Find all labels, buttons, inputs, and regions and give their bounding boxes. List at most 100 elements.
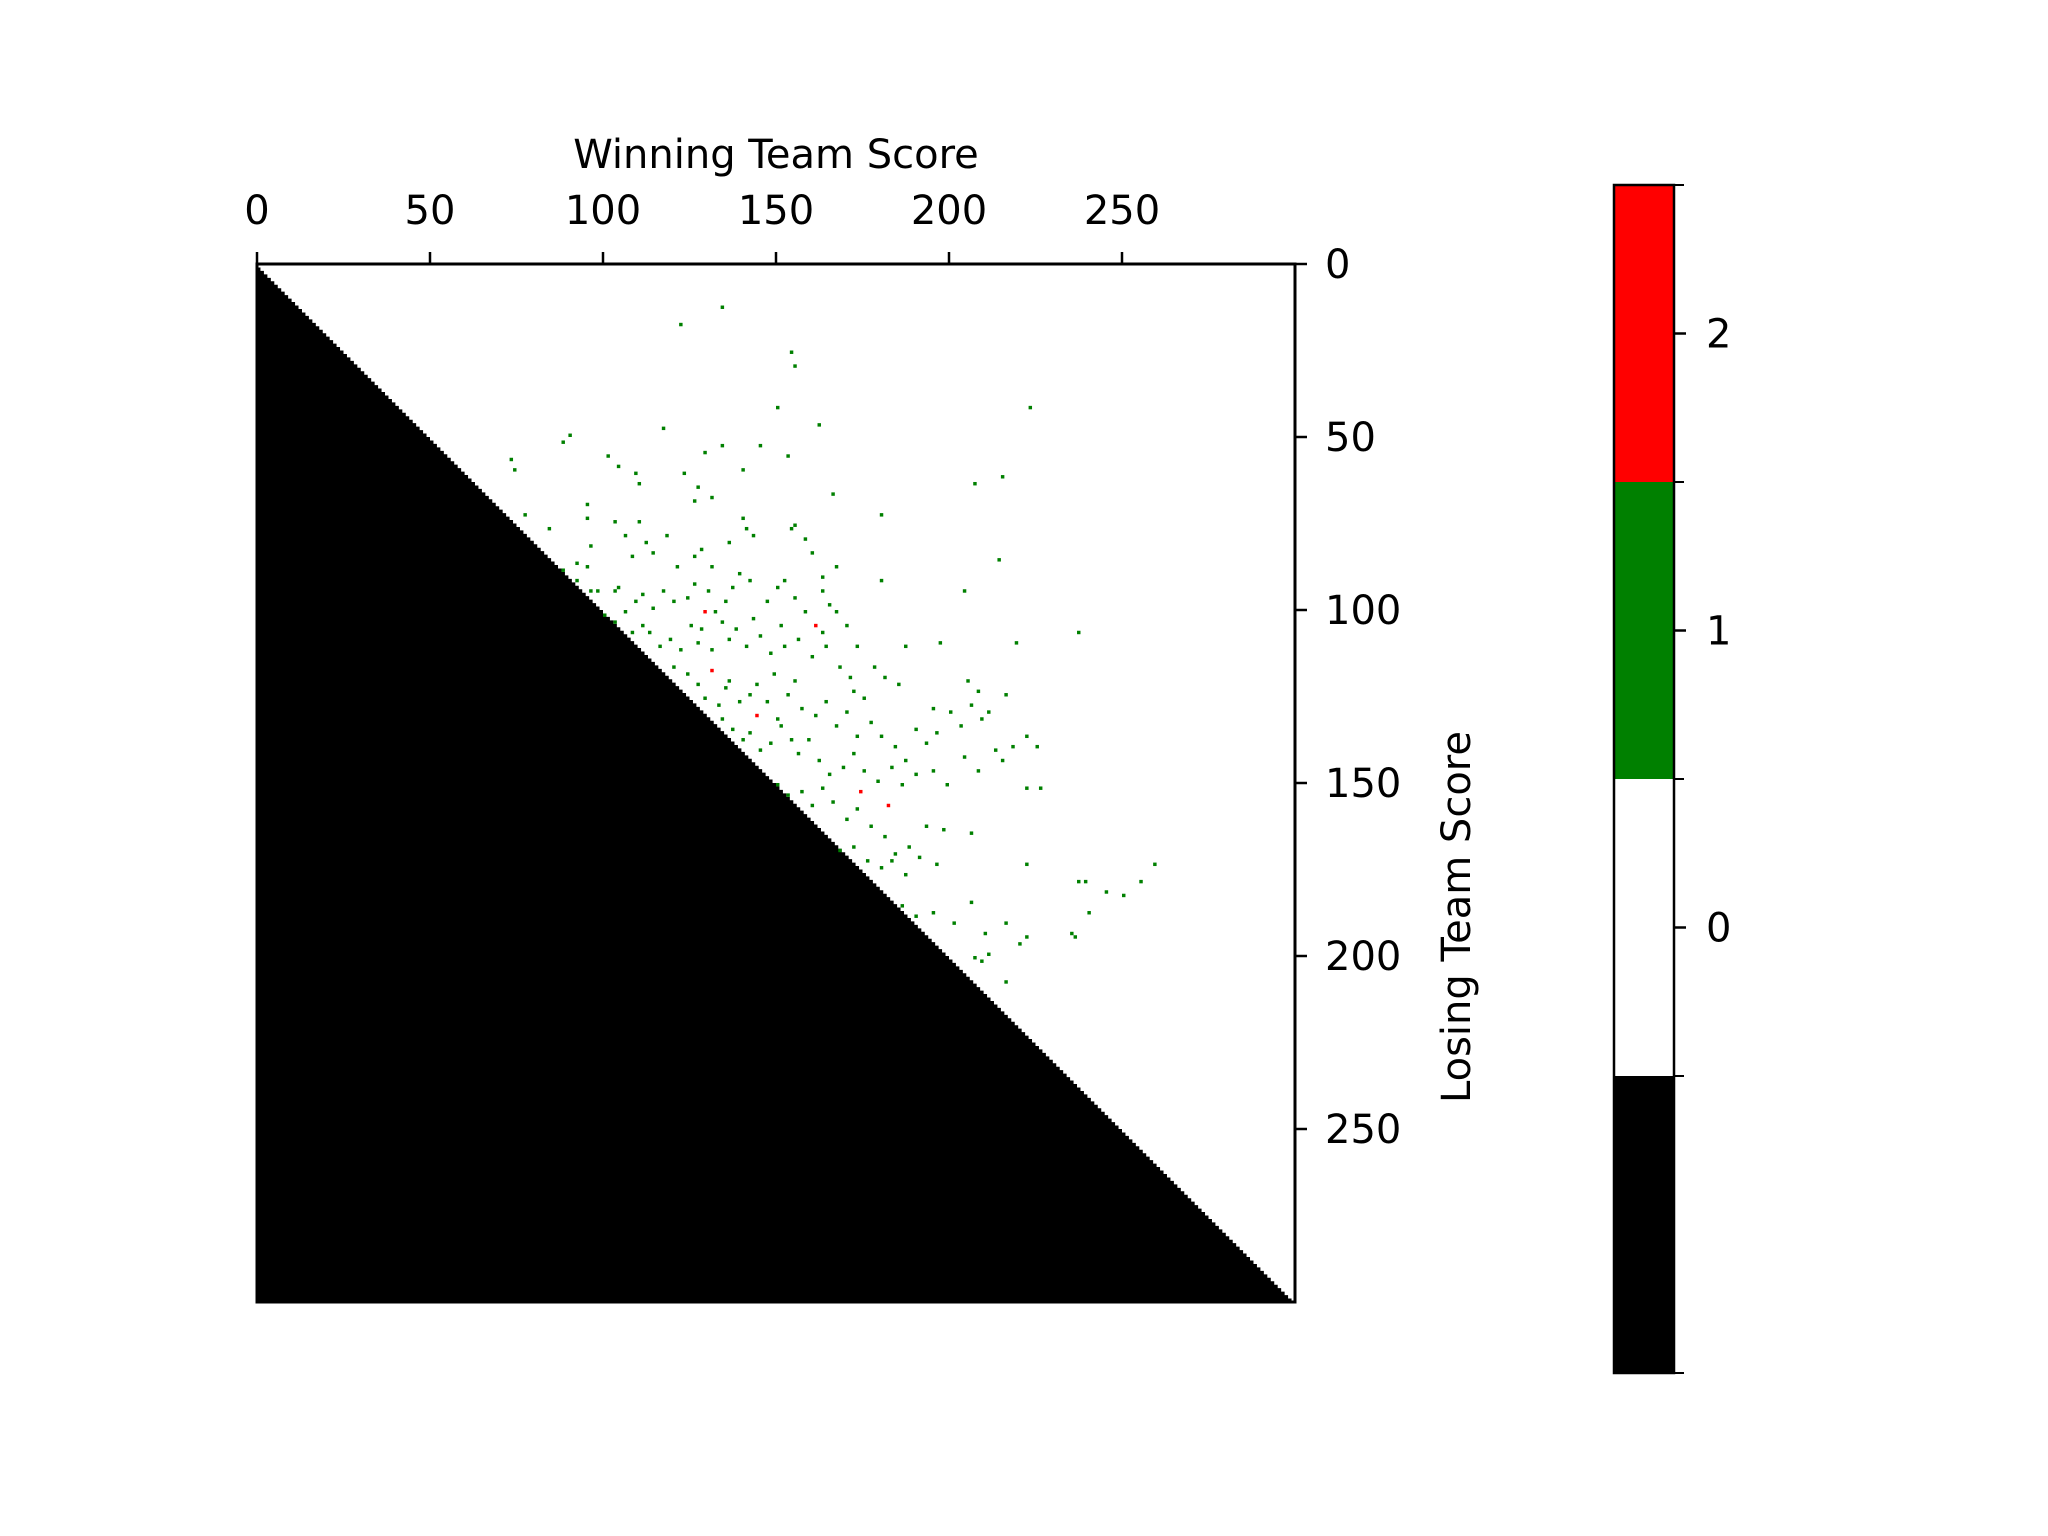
cell-value-1 bbox=[758, 443, 763, 448]
cell-value-1 bbox=[997, 558, 1001, 562]
cell-value-1 bbox=[751, 616, 756, 621]
x-axis-ticks: 0 50 100 150 200 250 bbox=[244, 188, 1160, 264]
cell-value-1 bbox=[776, 405, 780, 410]
cell-value-1 bbox=[1139, 879, 1143, 884]
cell-value-1 bbox=[845, 817, 849, 822]
cell-value-1 bbox=[852, 751, 856, 756]
cell-value-1 bbox=[869, 824, 873, 828]
cell-value-1 bbox=[1028, 405, 1033, 410]
cell-value-1 bbox=[904, 758, 908, 763]
cell-value-1 bbox=[838, 848, 842, 853]
cell-value-2 bbox=[886, 803, 891, 808]
cell-value-1 bbox=[1038, 786, 1043, 790]
cell-value-1 bbox=[731, 727, 735, 732]
cell-value-1 bbox=[904, 872, 908, 877]
cell-value-1 bbox=[724, 599, 728, 604]
cell-value-1 bbox=[793, 523, 797, 527]
cell-value-1 bbox=[689, 623, 693, 628]
cell-value-1 bbox=[585, 516, 590, 521]
cell-value-1 bbox=[675, 565, 680, 569]
cell-value-1 bbox=[793, 364, 797, 368]
plot-area bbox=[255, 262, 1297, 1304]
cell-value-1 bbox=[969, 831, 974, 835]
cell-value-1 bbox=[983, 931, 988, 936]
y-tick-label: 50 bbox=[1325, 415, 1376, 461]
cell-value-1 bbox=[696, 641, 700, 645]
cell-value-1 bbox=[841, 765, 846, 770]
cell-value-1 bbox=[924, 741, 929, 745]
cell-value-1 bbox=[831, 800, 835, 804]
cell-value-1 bbox=[758, 634, 763, 638]
cell-value-1 bbox=[741, 468, 745, 472]
y-tick-label: 100 bbox=[1325, 588, 1401, 634]
cell-value-1 bbox=[803, 537, 808, 541]
cell-value-1 bbox=[959, 724, 963, 728]
cell-value-1 bbox=[727, 679, 732, 683]
data-cells bbox=[509, 305, 1157, 984]
cell-value-2 bbox=[859, 789, 863, 794]
cell-value-1 bbox=[845, 710, 849, 714]
cell-value-1 bbox=[890, 765, 894, 770]
cell-value-1 bbox=[945, 783, 949, 787]
colorbar-tick-label: 2 bbox=[1706, 312, 1731, 358]
cell-value-1 bbox=[838, 665, 842, 669]
cell-value-1 bbox=[561, 568, 565, 572]
cell-value-1 bbox=[703, 450, 707, 455]
colorbar-segment bbox=[1614, 482, 1674, 779]
cell-value-1 bbox=[810, 654, 815, 659]
cell-value-1 bbox=[942, 827, 946, 832]
cell-value-1 bbox=[1025, 862, 1029, 867]
cell-value-1 bbox=[637, 520, 642, 524]
cell-value-1 bbox=[845, 623, 849, 628]
cell-value-1 bbox=[1083, 879, 1088, 884]
cell-value-1 bbox=[737, 571, 742, 576]
cell-value-1 bbox=[589, 544, 593, 548]
cell-value-1 bbox=[575, 561, 579, 566]
cell-value-1 bbox=[817, 423, 821, 427]
cell-value-1 bbox=[924, 824, 929, 828]
cell-value-1 bbox=[966, 679, 970, 683]
cell-value-1 bbox=[987, 952, 991, 956]
cell-value-1 bbox=[1070, 931, 1074, 936]
cell-value-1 bbox=[724, 686, 728, 690]
cell-value-1 bbox=[561, 440, 565, 444]
cell-value-1 bbox=[720, 620, 725, 624]
cell-value-1 bbox=[962, 589, 967, 593]
cell-value-1 bbox=[914, 914, 918, 918]
cell-value-1 bbox=[641, 592, 645, 597]
cell-value-1 bbox=[748, 731, 752, 735]
y-tick-label: 0 bbox=[1325, 242, 1350, 288]
cell-value-1 bbox=[776, 717, 780, 721]
cell-value-1 bbox=[890, 859, 894, 863]
cell-value-1 bbox=[789, 350, 794, 354]
cell-value-1 bbox=[647, 630, 652, 635]
cell-value-1 bbox=[1004, 980, 1008, 984]
cell-value-1 bbox=[803, 610, 808, 614]
cell-value-1 bbox=[893, 852, 898, 856]
cell-value-1 bbox=[717, 703, 721, 707]
cell-value-1 bbox=[1011, 744, 1015, 749]
cell-value-1 bbox=[1000, 758, 1005, 763]
cell-value-1 bbox=[938, 641, 943, 645]
cell-value-1 bbox=[613, 520, 617, 524]
cell-value-1 bbox=[907, 845, 911, 849]
colorbar-segment bbox=[1614, 1076, 1674, 1373]
cell-value-1 bbox=[623, 610, 628, 614]
cell-value-1 bbox=[696, 682, 700, 687]
cell-value-1 bbox=[862, 769, 866, 773]
cell-value-1 bbox=[630, 554, 635, 559]
cell-value-1 bbox=[793, 596, 797, 600]
cell-value-1 bbox=[734, 627, 738, 631]
cell-value-1 bbox=[748, 693, 752, 697]
cell-value-1 bbox=[776, 585, 780, 590]
cell-value-1 bbox=[658, 644, 662, 649]
cell-value-1 bbox=[807, 738, 811, 742]
cell-value-1 bbox=[547, 526, 552, 531]
cell-value-1 bbox=[827, 772, 832, 777]
cell-value-1 bbox=[1004, 693, 1008, 697]
cell-value-1 bbox=[779, 724, 783, 728]
cell-value-1 bbox=[731, 585, 735, 590]
cell-value-1 bbox=[1014, 641, 1019, 645]
cell-value-1 bbox=[900, 904, 905, 908]
cell-value-1 bbox=[952, 921, 956, 925]
